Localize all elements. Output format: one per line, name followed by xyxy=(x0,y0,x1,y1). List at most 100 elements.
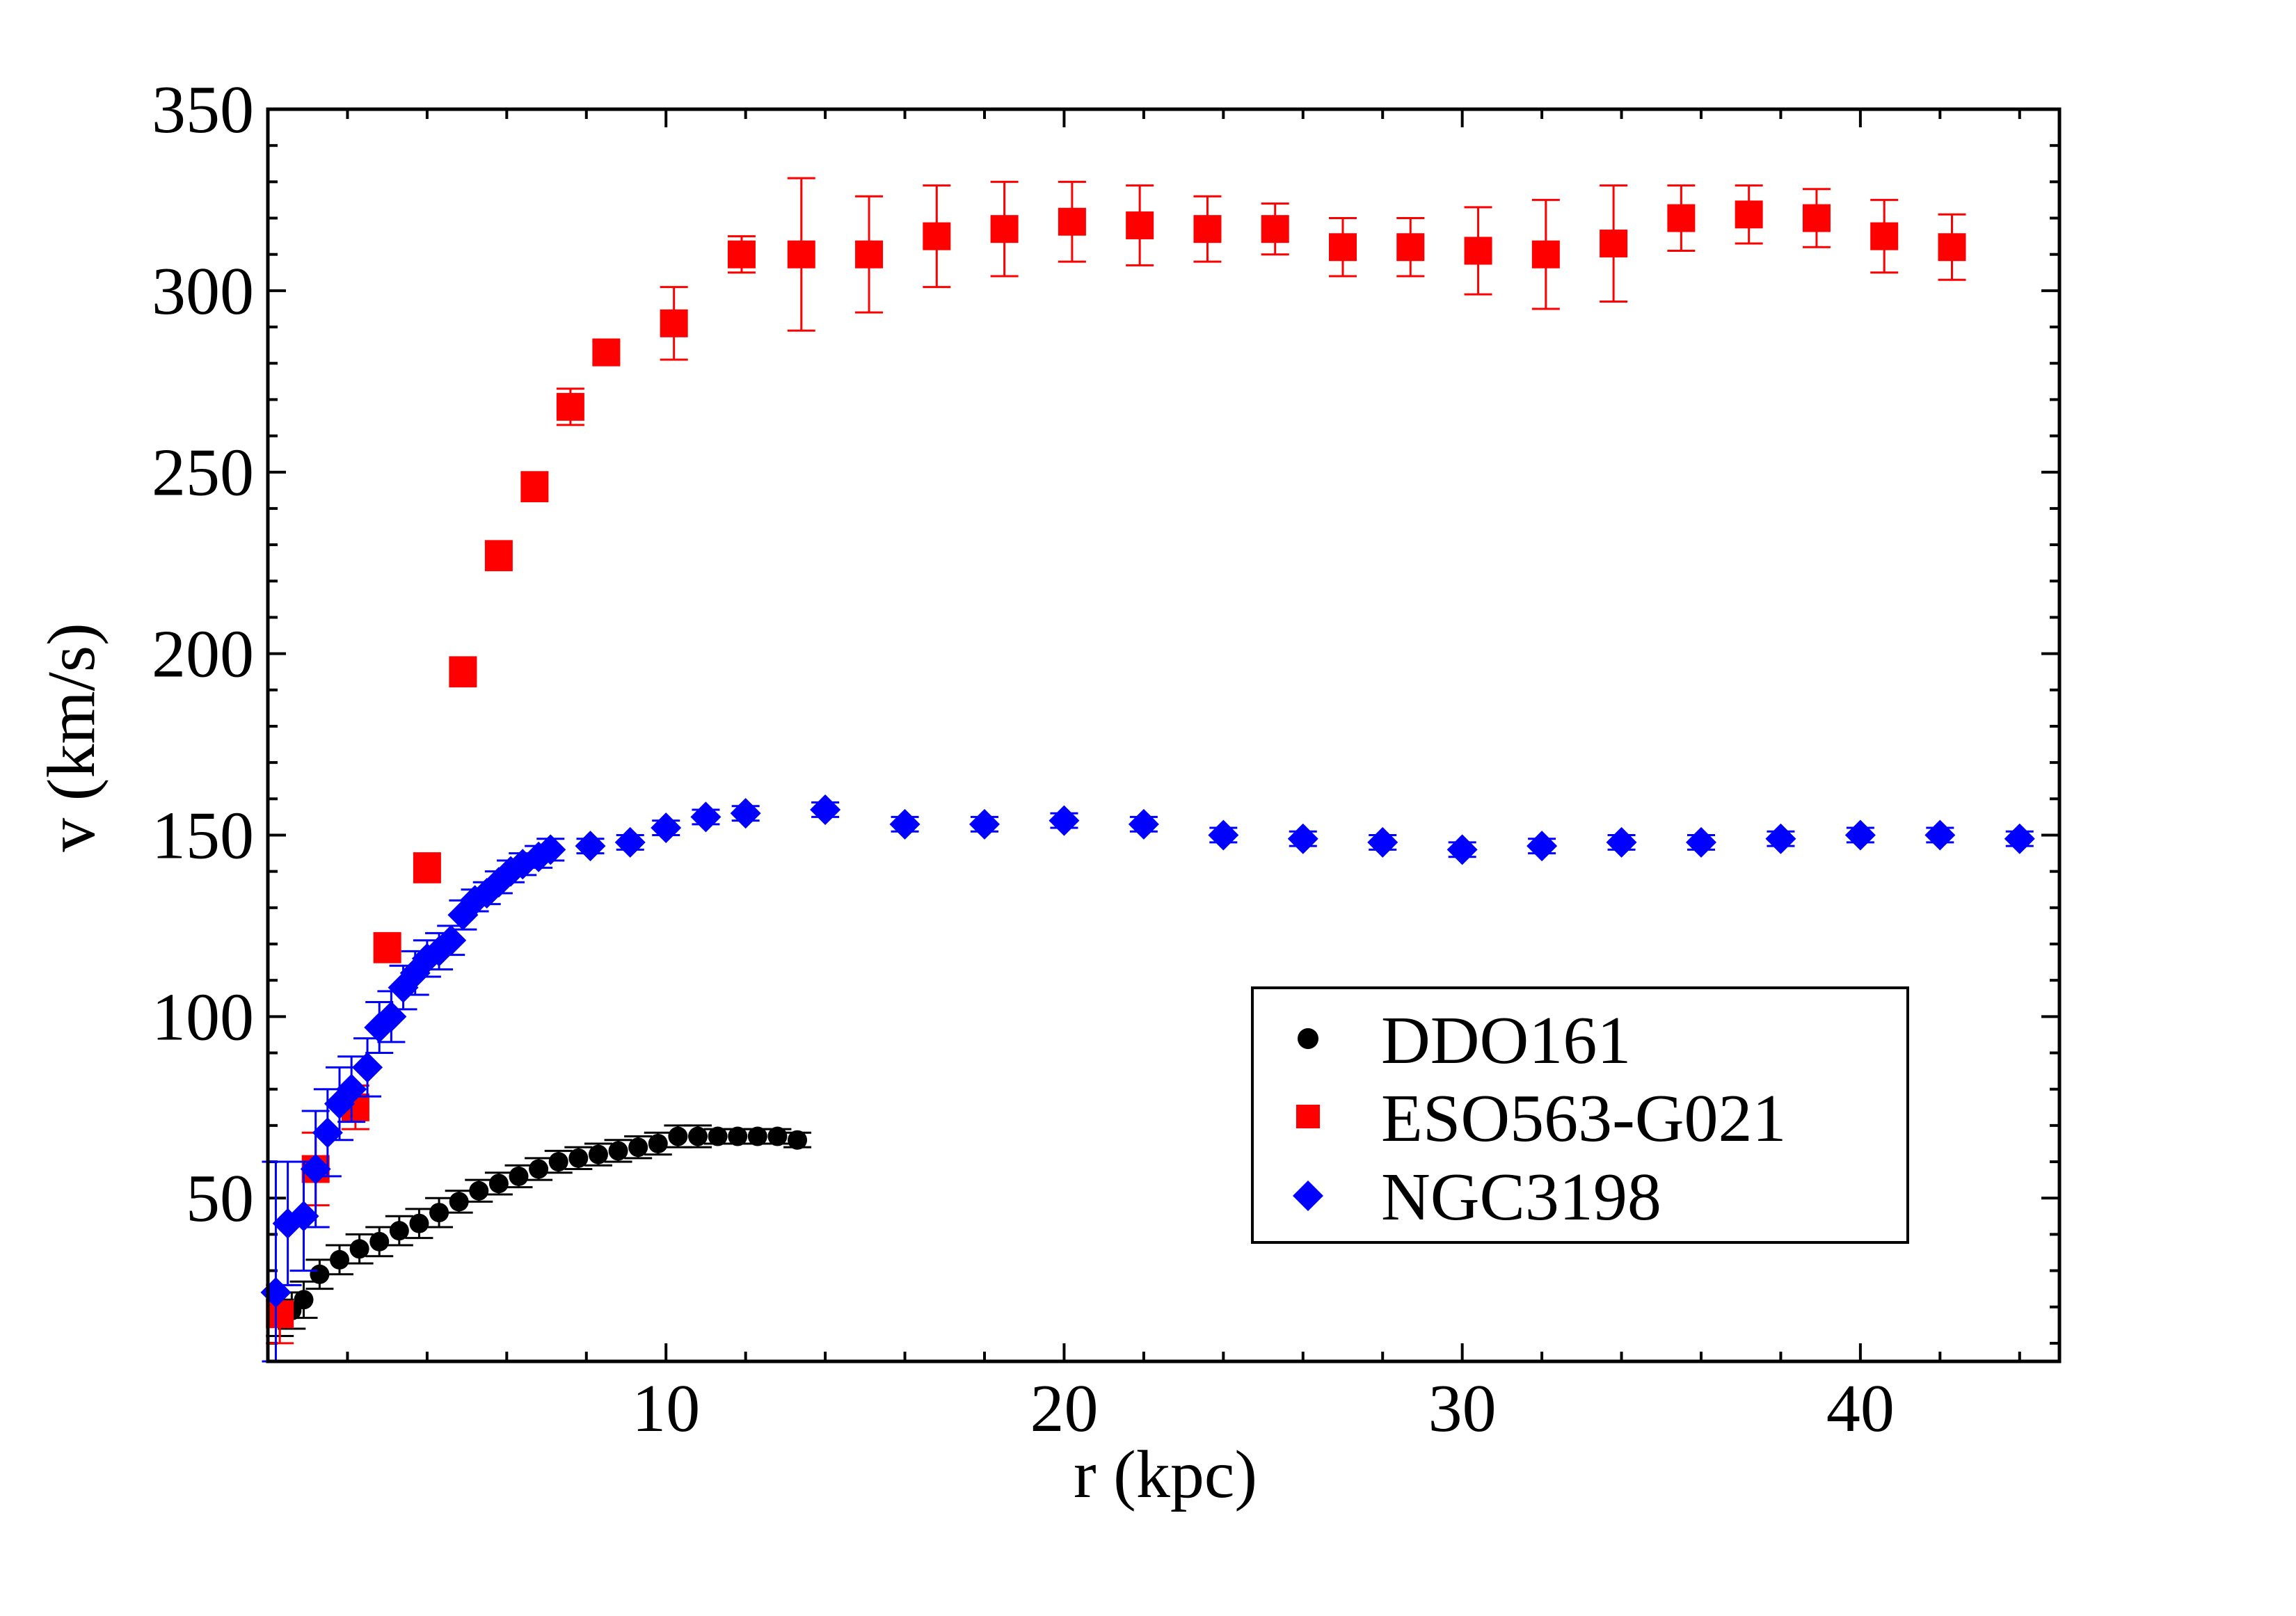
y-tick-label: 350 xyxy=(152,72,254,147)
data-point xyxy=(708,1126,728,1146)
data-point xyxy=(1058,207,1086,236)
data-point xyxy=(520,472,549,501)
data-point xyxy=(592,338,621,367)
x-axis-label: r (kpc) xyxy=(1074,1437,1257,1512)
legend-label-ddo161: DDO161 xyxy=(1381,1003,1631,1078)
data-point xyxy=(409,1213,429,1233)
data-point xyxy=(747,1126,767,1146)
data-point xyxy=(1938,233,1966,262)
data-point xyxy=(288,1201,319,1232)
data-point xyxy=(728,1126,748,1146)
data-point xyxy=(889,808,920,840)
y-axis-label: v (km/s) xyxy=(34,623,109,851)
data-point xyxy=(727,240,756,269)
data-point xyxy=(788,1130,808,1150)
data-point xyxy=(1531,240,1560,269)
data-point xyxy=(923,222,951,250)
data-point xyxy=(1844,819,1876,851)
data-point xyxy=(660,309,688,337)
data-point xyxy=(352,1052,383,1083)
data-point xyxy=(266,1300,294,1329)
data-point xyxy=(690,801,722,833)
data-point xyxy=(1396,233,1425,262)
data-point xyxy=(614,826,646,858)
data-point xyxy=(648,1133,668,1153)
data-point xyxy=(1667,204,1696,232)
legend-marker-eso563-g021 xyxy=(1296,1105,1320,1128)
data-point xyxy=(369,1231,390,1251)
data-point xyxy=(651,813,682,844)
data-point xyxy=(767,1126,788,1146)
data-point xyxy=(336,1073,367,1105)
data-point xyxy=(413,854,441,882)
data-point xyxy=(488,1174,509,1194)
data-point xyxy=(529,1159,549,1179)
data-point xyxy=(1765,823,1796,854)
data-point xyxy=(1735,200,1763,229)
data-point xyxy=(969,808,1000,840)
data-point xyxy=(310,1264,330,1284)
data-point xyxy=(429,1203,449,1223)
x-tick-label: 20 xyxy=(1030,1371,1098,1446)
data-point xyxy=(1287,823,1318,854)
plot-area xyxy=(260,177,2035,1363)
data-point xyxy=(535,834,566,865)
data-point xyxy=(1367,826,1398,858)
data-point xyxy=(548,1152,568,1172)
data-point xyxy=(509,1166,529,1186)
data-point xyxy=(449,1192,469,1212)
data-point xyxy=(1126,211,1154,239)
data-point xyxy=(575,831,606,862)
data-point xyxy=(730,798,761,829)
x-tick-label: 40 xyxy=(1826,1371,1895,1446)
y-tick-label: 250 xyxy=(152,435,254,511)
tick-labels: 10 20 30 40 50 100 150 200 250 300 350 xyxy=(152,72,1895,1446)
data-point xyxy=(1261,215,1289,243)
x-tick-label: 30 xyxy=(1428,1371,1497,1446)
data-point xyxy=(349,1239,369,1259)
data-point xyxy=(568,1148,589,1168)
data-point xyxy=(1924,819,1956,851)
data-point xyxy=(1193,215,1222,243)
data-point xyxy=(373,934,401,962)
y-tick-label: 100 xyxy=(152,979,254,1055)
data-point xyxy=(608,1141,628,1161)
legend-box xyxy=(1251,986,1909,1244)
data-point xyxy=(787,240,815,269)
plot-frame xyxy=(266,107,2062,1363)
data-point xyxy=(810,794,841,825)
legend-marker-ngc3198 xyxy=(1293,1181,1323,1211)
data-point xyxy=(484,541,513,570)
y-tick-label: 50 xyxy=(186,1161,254,1236)
data-point xyxy=(294,1290,314,1310)
data-point xyxy=(628,1137,648,1158)
legend-marker-ddo161 xyxy=(1298,1028,1318,1049)
legend-label-ngc3198: NGC3198 xyxy=(1381,1160,1661,1235)
data-point xyxy=(588,1144,608,1165)
x-tick-label: 10 xyxy=(632,1371,700,1446)
data-point xyxy=(990,215,1019,243)
data-point xyxy=(436,925,467,956)
data-point xyxy=(668,1126,688,1146)
y-tick-label: 200 xyxy=(152,617,254,692)
data-point xyxy=(1600,230,1628,258)
data-point xyxy=(1329,233,1357,262)
y-tick-label: 150 xyxy=(152,798,254,873)
data-point xyxy=(2004,823,2035,854)
data-point xyxy=(469,1181,489,1201)
data-point xyxy=(1870,222,1899,250)
legend: DDO161 ESO563-G021 NGC3198 xyxy=(1251,986,1909,1244)
legend-label-eso563-g021: ESO563-G021 xyxy=(1381,1081,1787,1156)
data-point xyxy=(1446,834,1478,865)
data-point xyxy=(449,657,477,686)
data-point xyxy=(556,392,584,421)
data-point xyxy=(1802,204,1831,232)
data-point xyxy=(1464,237,1492,265)
data-point xyxy=(688,1126,708,1146)
data-point xyxy=(855,240,884,269)
data-point xyxy=(1128,808,1159,840)
data-point xyxy=(1049,805,1080,836)
data-point xyxy=(330,1249,349,1270)
